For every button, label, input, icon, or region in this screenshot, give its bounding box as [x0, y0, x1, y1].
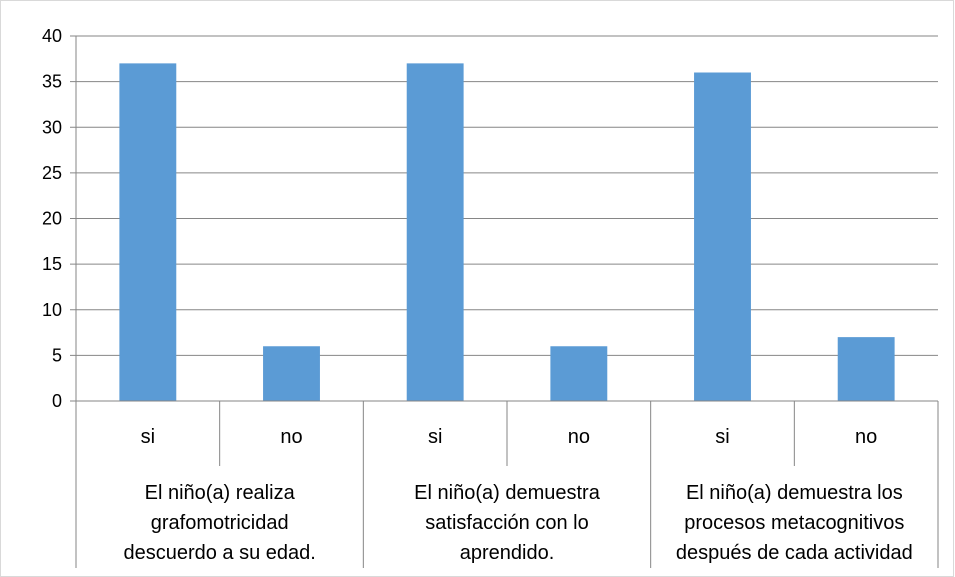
y-tick-label: 20	[42, 209, 62, 229]
group-label-line: El niño(a) realiza	[145, 482, 296, 504]
y-tick-label: 30	[42, 117, 62, 137]
y-tick-label: 35	[42, 72, 62, 92]
category-label: no	[568, 426, 590, 448]
group-label-line: satisfacción con lo	[425, 512, 588, 534]
bar-1-no	[263, 346, 320, 401]
category-label: si	[141, 426, 155, 448]
bar-1-si	[119, 63, 177, 401]
bar-3-si	[694, 72, 751, 401]
bar-2-no	[550, 346, 608, 401]
category-label: no	[855, 426, 877, 448]
bar-3-no	[837, 337, 895, 401]
group-label-line: descuerdo a su edad.	[123, 542, 315, 564]
bar-2-si	[406, 63, 464, 401]
y-tick-label: 0	[52, 391, 62, 411]
y-tick-label: 5	[52, 345, 62, 365]
group-label-line: procesos metacognitivos	[684, 512, 904, 534]
group-label-line: El niño(a) demuestra	[414, 482, 601, 504]
group-label-line: grafomotricidad	[151, 512, 289, 534]
y-tick-label: 10	[42, 300, 62, 320]
category-label: no	[280, 426, 302, 448]
category-label: si	[428, 426, 442, 448]
y-tick-label: 40	[42, 26, 62, 46]
group-label-line: El niño(a) demuestra los	[686, 482, 903, 504]
category-label: si	[715, 426, 729, 448]
y-tick-label: 15	[42, 254, 62, 274]
y-tick-label: 25	[42, 163, 62, 183]
group-label-line: después de cada actividad	[676, 542, 913, 564]
group-label-line: aprendido.	[460, 542, 555, 564]
